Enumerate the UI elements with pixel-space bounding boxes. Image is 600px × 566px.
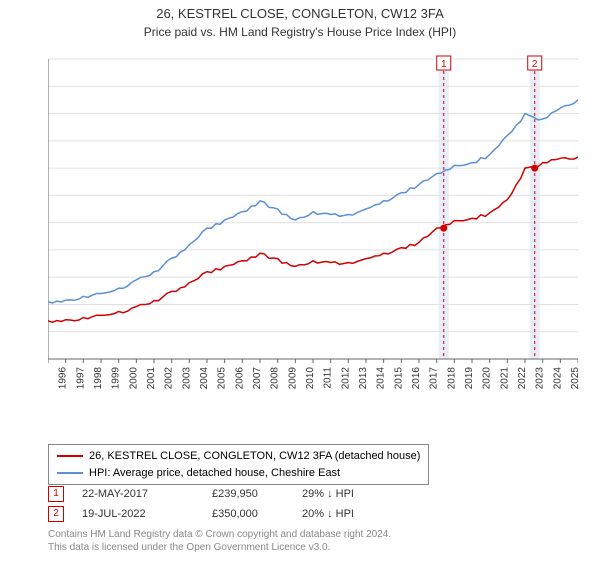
x-tick-label: 2011 <box>323 367 334 389</box>
sale-row-price: £350,000 <box>212 508 302 520</box>
x-tick-label: 2006 <box>234 367 245 390</box>
series-hpi <box>48 100 578 303</box>
sale-row-diff: 29% ↓ HPI <box>302 488 402 500</box>
legend-swatch <box>57 472 83 474</box>
chart-title: 26, KESTREL CLOSE, CONGLETON, CW12 3FA <box>0 6 600 23</box>
x-tick-label: 2022 <box>517 367 528 390</box>
sale-marker-dot <box>531 165 538 172</box>
x-tick-label: 2016 <box>411 367 422 390</box>
x-tick-label: 1995 <box>48 367 51 390</box>
legend-label: 26, KESTREL CLOSE, CONGLETON, CW12 3FA (… <box>89 448 420 465</box>
sale-marker-num: 1 <box>441 59 447 70</box>
x-tick-label: 1999 <box>111 367 122 390</box>
sale-row-price: £239,950 <box>212 488 302 500</box>
sale-row-diff: 20% ↓ HPI <box>302 508 402 520</box>
sale-row: 1 22-MAY-2017£239,95029% ↓ HPI <box>48 484 402 504</box>
x-tick-label: 1996 <box>58 367 69 390</box>
sale-row-marker: 2 <box>48 506 64 522</box>
x-tick-label: 2009 <box>287 367 298 390</box>
x-tick-label: 2015 <box>393 367 404 390</box>
footer-line-2: This data is licensed under the Open Gov… <box>48 541 391 554</box>
sale-marker-num: 2 <box>532 59 538 70</box>
x-tick-label: 2017 <box>429 367 440 390</box>
legend-item: HPI: Average price, detached house, Ches… <box>57 465 420 482</box>
chart-svg: £0£50K£100K£150K£200K£250K£300K£350K£400… <box>48 54 578 404</box>
legend-label: HPI: Average price, detached house, Ches… <box>89 465 340 482</box>
x-tick-label: 2000 <box>128 367 139 390</box>
chart-subtitle: Price paid vs. HM Land Registry's House … <box>0 25 600 39</box>
x-tick-label: 2013 <box>358 367 369 390</box>
footer-text: Contains HM Land Registry data © Crown c… <box>48 528 391 554</box>
x-tick-label: 2021 <box>499 367 510 390</box>
x-tick-label: 2018 <box>446 367 457 390</box>
x-tick-label: 2002 <box>164 367 175 390</box>
x-tick-label: 2004 <box>199 367 210 390</box>
legend-item: 26, KESTREL CLOSE, CONGLETON, CW12 3FA (… <box>57 448 420 465</box>
x-tick-label: 2010 <box>305 367 316 390</box>
x-tick-label: 2023 <box>535 367 546 390</box>
sale-row-date: 19-JUL-2022 <box>82 508 212 520</box>
x-tick-label: 2019 <box>464 367 475 390</box>
x-tick-label: 2025 <box>570 367 578 390</box>
x-tick-label: 1998 <box>93 367 104 390</box>
sale-row-marker: 1 <box>48 486 64 502</box>
footer-line-1: Contains HM Land Registry data © Crown c… <box>48 528 391 541</box>
x-tick-label: 1997 <box>75 367 86 390</box>
chart-container: 26, KESTREL CLOSE, CONGLETON, CW12 3FA P… <box>0 6 600 566</box>
series-price_paid <box>48 157 578 322</box>
x-tick-label: 2007 <box>252 367 263 390</box>
sale-marker-dot <box>440 225 447 232</box>
x-tick-label: 2024 <box>552 367 563 390</box>
x-tick-label: 2014 <box>376 367 387 390</box>
x-tick-label: 2005 <box>217 367 228 390</box>
legend: 26, KESTREL CLOSE, CONGLETON, CW12 3FA (… <box>48 444 429 485</box>
x-tick-label: 2003 <box>181 367 192 390</box>
x-tick-label: 2012 <box>340 367 351 390</box>
sales-table: 1 22-MAY-2017£239,95029% ↓ HPI 2 19-JUL-202… <box>48 484 402 524</box>
legend-swatch <box>57 455 83 457</box>
sale-row-date: 22-MAY-2017 <box>82 488 212 500</box>
x-tick-label: 2020 <box>482 367 493 390</box>
sale-row: 2 19-JUL-2022£350,00020% ↓ HPI <box>48 504 402 524</box>
x-tick-label: 2001 <box>146 367 157 390</box>
x-tick-label: 2008 <box>270 367 281 390</box>
